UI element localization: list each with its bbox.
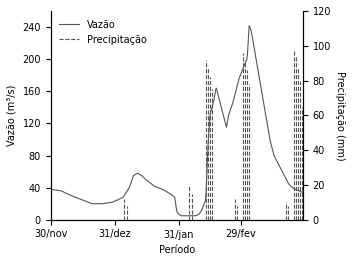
Y-axis label: Precipitação (mm): Precipitação (mm) bbox=[335, 70, 345, 160]
X-axis label: Período: Período bbox=[159, 245, 195, 255]
Y-axis label: Vazão (m³/s): Vazão (m³/s) bbox=[7, 85, 17, 146]
Legend: Vazão, Precipitação: Vazão, Precipitação bbox=[56, 16, 150, 48]
